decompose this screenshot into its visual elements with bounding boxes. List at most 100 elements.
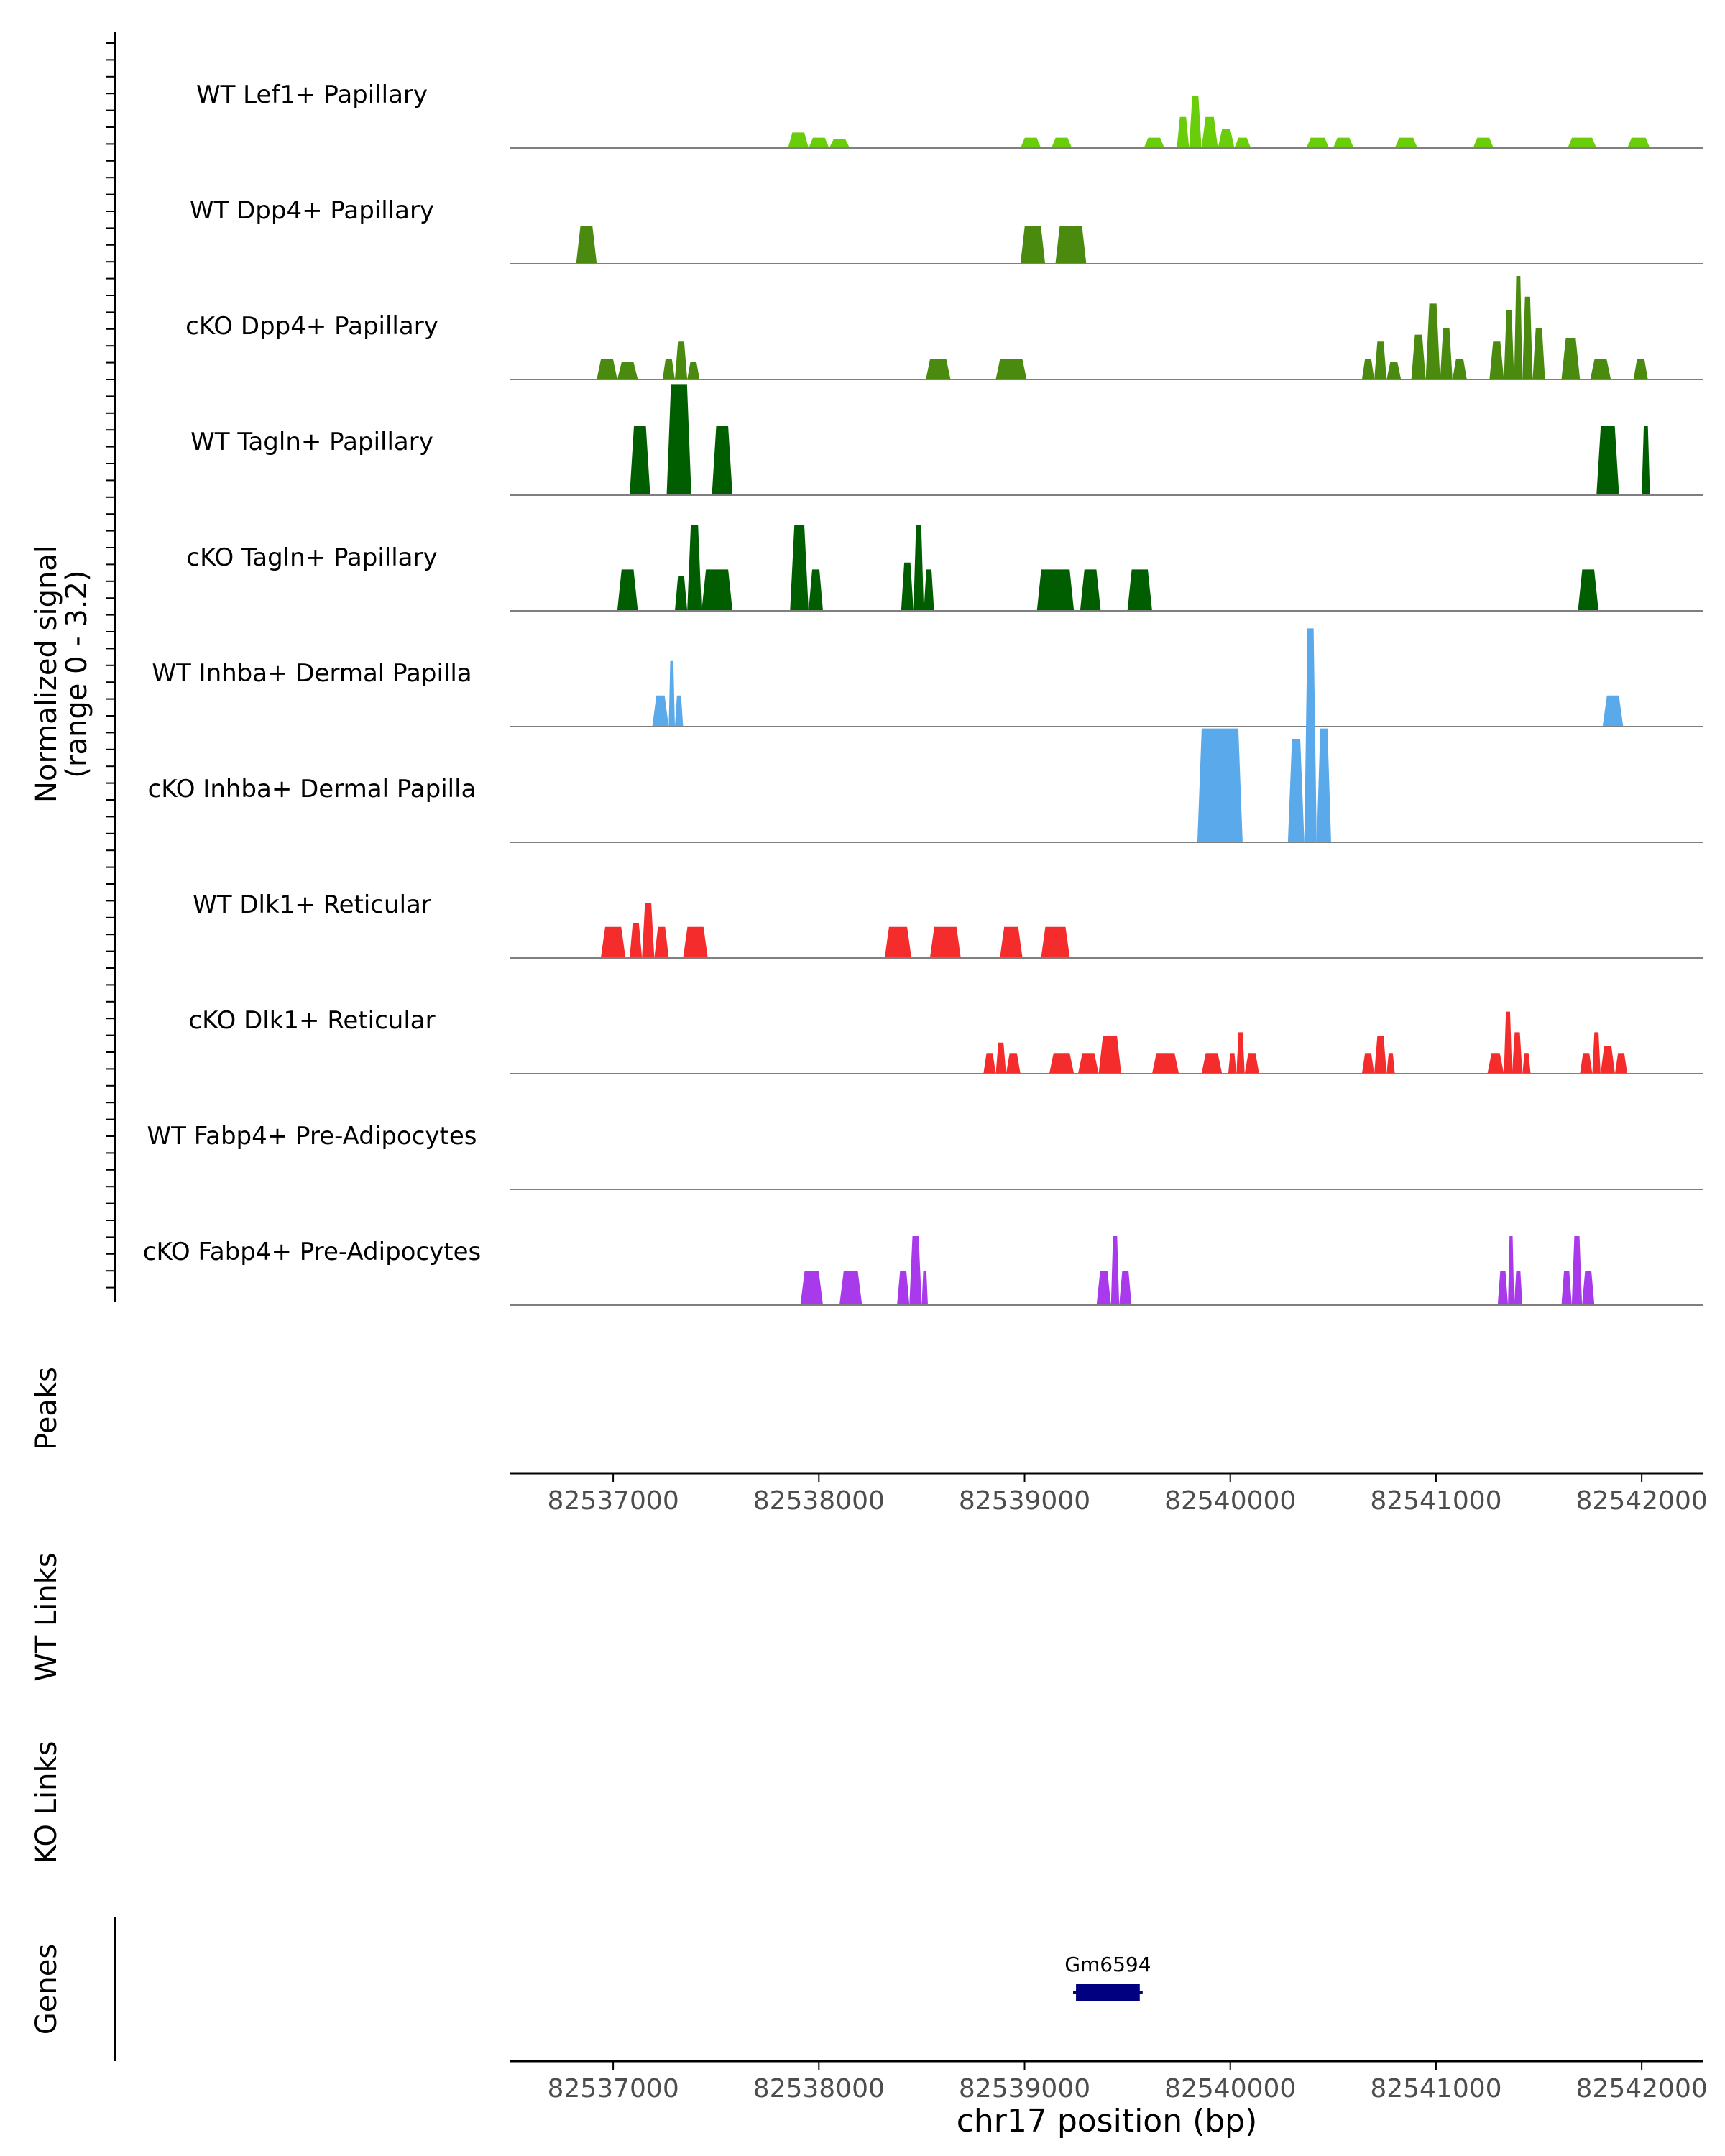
track: cKO Fabp4+ Pre-Adipocytes bbox=[143, 1236, 1703, 1306]
gene-exon bbox=[1076, 1984, 1140, 2001]
track-label: WT Inhba+ Dermal Papilla bbox=[152, 659, 472, 688]
signal-peak bbox=[1522, 296, 1533, 379]
signal-peak bbox=[924, 569, 934, 611]
peaks-x-tick-label: 82537000 bbox=[547, 1486, 678, 1516]
signal-peak bbox=[617, 569, 638, 611]
signal-peak bbox=[1236, 1032, 1245, 1074]
signal-peak bbox=[1596, 426, 1619, 495]
signal-peak bbox=[1361, 1053, 1375, 1074]
signal-peak bbox=[1440, 328, 1453, 379]
genes-panel: Genes Gm6594 82537000 82538000 82539000 825… bbox=[30, 1917, 1708, 2139]
signal-peak bbox=[1602, 695, 1624, 727]
signal-peak bbox=[1077, 1053, 1099, 1074]
signal-peak bbox=[1522, 1053, 1531, 1074]
signal-peak bbox=[597, 359, 617, 379]
signal-peak bbox=[1316, 728, 1331, 842]
signal-peak bbox=[1374, 341, 1387, 379]
signal-peak bbox=[600, 926, 626, 958]
track-label: cKO Tagln+ Papillary bbox=[186, 543, 437, 572]
track-label: WT Tagln+ Papillary bbox=[190, 428, 433, 456]
signal-peak bbox=[1633, 359, 1648, 379]
signal-peak bbox=[897, 1271, 910, 1305]
signal-peak bbox=[1504, 1011, 1512, 1074]
track-label: cKO Fabp4+ Pre-Adipocytes bbox=[143, 1238, 482, 1266]
signal-peak bbox=[630, 923, 643, 958]
signal-peak bbox=[1425, 303, 1440, 379]
signal-peak bbox=[1386, 362, 1402, 379]
signal-peak bbox=[1218, 129, 1235, 148]
signal-peak bbox=[1514, 1271, 1523, 1305]
genes-x-tick-label: 82542000 bbox=[1576, 2074, 1708, 2104]
peaks-x-tick-label: 82540000 bbox=[1164, 1486, 1296, 1516]
track: WT Lef1+ Papillary bbox=[196, 80, 1703, 149]
track: cKO Dlk1+ Reticular bbox=[188, 1006, 1703, 1074]
peaks-panel-label: Peaks bbox=[30, 1367, 63, 1450]
track-label: WT Dpp4+ Papillary bbox=[190, 196, 434, 225]
signal-peak bbox=[1374, 1036, 1387, 1074]
signal-peak bbox=[712, 426, 733, 495]
signal-peak bbox=[1497, 1271, 1509, 1305]
signal-peak bbox=[1504, 310, 1514, 379]
signal-peak bbox=[674, 695, 684, 727]
signal-peak bbox=[1304, 628, 1317, 842]
signal-peak bbox=[1127, 569, 1152, 611]
signal-y-label-line2: (range 0 - 3.2) bbox=[60, 570, 93, 778]
genes-x-tick-label: 82537000 bbox=[547, 2074, 678, 2104]
signal-peak bbox=[909, 1236, 922, 1305]
signal-y-ticks bbox=[106, 42, 115, 1289]
signal-peak bbox=[839, 1271, 862, 1305]
signal-peak bbox=[654, 926, 669, 958]
signal-peak bbox=[1036, 569, 1075, 611]
signal-peak bbox=[1098, 1036, 1122, 1074]
signal-peak bbox=[1119, 1271, 1132, 1305]
genes-x-tick-label: 82539000 bbox=[959, 2074, 1090, 2104]
signal-peak bbox=[1041, 926, 1070, 958]
signal-peak bbox=[1055, 226, 1087, 264]
signal-peak bbox=[1006, 1053, 1021, 1074]
peaks-x-tick-label: 82538000 bbox=[753, 1486, 885, 1516]
signal-peak bbox=[1201, 1053, 1223, 1074]
signal-peak bbox=[983, 1053, 996, 1074]
track: WT Fabp4+ Pre-Adipocytes bbox=[147, 1122, 1703, 1190]
gene-list: Gm6594 bbox=[1064, 1953, 1151, 2001]
signal-peak bbox=[1489, 341, 1504, 379]
signal-peak bbox=[1571, 1236, 1583, 1305]
track: cKO Inhba+ Dermal Papilla bbox=[148, 628, 1703, 843]
track-label: WT Fabp4+ Pre-Adipocytes bbox=[147, 1122, 477, 1151]
ko-links-label: KO Links bbox=[30, 1741, 63, 1864]
signal-peak bbox=[926, 359, 951, 379]
signal-peak bbox=[913, 525, 924, 611]
signal-peak bbox=[1627, 137, 1650, 148]
peaks-x-tick-label: 82541000 bbox=[1370, 1486, 1501, 1516]
signal-peak bbox=[702, 569, 733, 611]
signal-peak bbox=[1487, 1053, 1504, 1074]
signal-peak bbox=[668, 660, 675, 727]
signal-peak bbox=[1580, 1053, 1593, 1074]
gene: Gm6594 bbox=[1064, 1953, 1151, 2001]
track-list: WT Lef1+ Papillary WT Dpp4+ Papillary cKO … bbox=[143, 80, 1703, 1306]
peaks-x-tick-label: 82539000 bbox=[959, 1486, 1090, 1516]
signal-peak bbox=[1452, 359, 1467, 379]
signal-panel: Normalized signal (range 0 - 3.2) WT Lef… bbox=[30, 32, 1703, 1306]
signal-peak bbox=[921, 1271, 928, 1305]
signal-peak bbox=[1110, 1236, 1120, 1305]
signal-peak bbox=[1000, 926, 1023, 958]
signal-peak bbox=[1473, 137, 1494, 148]
signal-peak bbox=[1394, 137, 1418, 148]
signal-peak bbox=[652, 695, 669, 727]
gene-strand-arrow bbox=[1074, 1985, 1085, 2001]
track: cKO Tagln+ Papillary bbox=[186, 525, 1703, 612]
track: WT Dlk1+ Reticular bbox=[193, 890, 1703, 959]
signal-peak bbox=[901, 562, 914, 611]
signal-peak bbox=[1096, 1271, 1111, 1305]
genes-x-tick-label: 82540000 bbox=[1164, 2074, 1296, 2104]
signal-peak bbox=[1561, 1271, 1572, 1305]
signal-y-label-line1: Normalized signal bbox=[30, 545, 63, 803]
signal-peak bbox=[995, 1042, 1006, 1074]
genes-x-ticks: 82537000 82538000 82539000 82540000 82541000… bbox=[547, 2061, 1708, 2104]
signal-peak bbox=[1512, 1032, 1523, 1074]
track-label: cKO Inhba+ Dermal Papilla bbox=[148, 775, 477, 803]
signal-peak bbox=[1642, 426, 1650, 495]
signal-peak bbox=[1228, 1053, 1237, 1074]
wt-links-label: WT Links bbox=[30, 1552, 63, 1681]
